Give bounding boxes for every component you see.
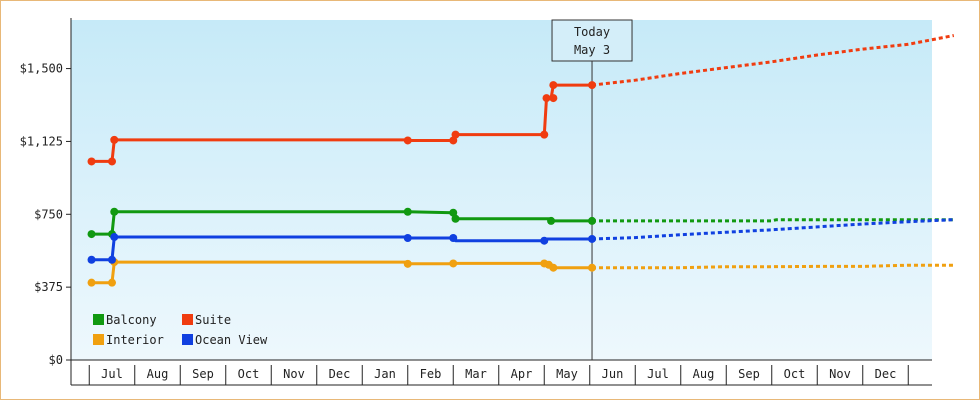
x-tick-label: Apr: [511, 367, 533, 381]
y-axis: $0 $375 $750 $1,125 $1,500: [20, 18, 72, 385]
x-tick-label: Jul: [101, 367, 123, 381]
series-projection-ocean-view: [591, 218, 954, 241]
y-tick-label: $1,500: [20, 62, 63, 76]
data-point-ocean-view[interactable]: [110, 233, 119, 242]
x-tick-label: Dec: [329, 367, 351, 381]
data-point-suite[interactable]: [588, 81, 597, 90]
data-point-interior[interactable]: [403, 259, 412, 268]
data-point-balcony[interactable]: [110, 207, 119, 216]
data-point-suite[interactable]: [403, 136, 412, 145]
x-tick-label: Jan: [374, 367, 396, 381]
data-point-balcony[interactable]: [451, 214, 460, 223]
data-point-suite[interactable]: [540, 130, 549, 139]
data-point-suite[interactable]: [549, 81, 558, 90]
x-tick-label: Nov: [283, 367, 305, 381]
x-tick-label: Mar: [465, 367, 487, 381]
legend-swatch-balcony: [93, 314, 104, 325]
series-projection-balcony: [592, 218, 954, 223]
legend-swatch-ocean-view: [182, 334, 193, 345]
y-tick-label: $375: [34, 280, 63, 294]
legend: Balcony Suite Interior Ocean View: [93, 313, 268, 347]
y-tick-label: $1,125: [20, 134, 63, 148]
data-point-suite[interactable]: [451, 130, 460, 139]
data-point-balcony[interactable]: [403, 207, 412, 216]
data-point-suite[interactable]: [542, 94, 551, 103]
plot-area: [71, 20, 932, 360]
x-axis: Jul Aug Sep Oct Nov Dec Jan Feb Mar Apr May Jun Jul A…: [71, 359, 932, 386]
x-tick-label: Sep: [192, 367, 214, 381]
x-tick-label: Aug: [693, 367, 715, 381]
data-point-suite[interactable]: [110, 135, 119, 144]
x-tick-label: Nov: [829, 367, 851, 381]
legend-label-interior: Interior: [106, 333, 164, 347]
x-tick-label: May: [556, 367, 578, 381]
data-point-ocean-view[interactable]: [449, 233, 458, 242]
today-box: [551, 19, 633, 62]
legend-label-suite: Suite: [195, 313, 231, 327]
data-point-suite[interactable]: [549, 94, 558, 103]
data-point-suite[interactable]: [87, 157, 96, 166]
series-projection-interior: [592, 263, 954, 270]
data-point-balcony[interactable]: [588, 216, 597, 225]
today-label: Today: [574, 25, 610, 39]
data-point-suite[interactable]: [108, 157, 116, 166]
legend-label-ocean-view: Ocean View: [195, 333, 268, 347]
x-tick-label: Jul: [647, 367, 669, 381]
data-point-interior[interactable]: [588, 263, 597, 272]
data-point-ocean-view[interactable]: [108, 255, 116, 264]
data-point-interior[interactable]: [87, 278, 96, 287]
x-tick-label: Aug: [147, 367, 169, 381]
data-point-ocean-view[interactable]: [87, 255, 96, 264]
data-point-interior[interactable]: [108, 278, 116, 287]
data-point-ocean-view[interactable]: [588, 234, 597, 243]
legend-swatch-suite: [182, 314, 193, 325]
x-tick-label: Feb: [420, 367, 442, 381]
x-tick-label: Oct: [238, 367, 260, 381]
data-point-ocean-view[interactable]: [540, 236, 549, 245]
today-date: May 3: [574, 43, 610, 57]
today-marker: Today May 3: [551, 19, 633, 360]
x-tick-label: Sep: [738, 367, 760, 381]
data-point-ocean-view[interactable]: [403, 233, 412, 242]
x-tick-label: Oct: [784, 367, 806, 381]
data-point-balcony[interactable]: [87, 230, 96, 239]
series-layer: [87, 34, 955, 287]
series-projection-suite: [591, 34, 955, 87]
x-tick-label: Dec: [875, 367, 897, 381]
data-point-balcony[interactable]: [449, 208, 458, 217]
y-tick-label: $0: [49, 353, 63, 367]
legend-swatch-interior: [93, 334, 104, 345]
data-point-interior[interactable]: [449, 259, 458, 268]
data-point-interior[interactable]: [549, 263, 558, 272]
data-point-balcony[interactable]: [547, 216, 556, 225]
x-tick-label: Jun: [602, 367, 624, 381]
y-tick-label: $750: [34, 207, 63, 221]
legend-label-balcony: Balcony: [106, 313, 157, 327]
